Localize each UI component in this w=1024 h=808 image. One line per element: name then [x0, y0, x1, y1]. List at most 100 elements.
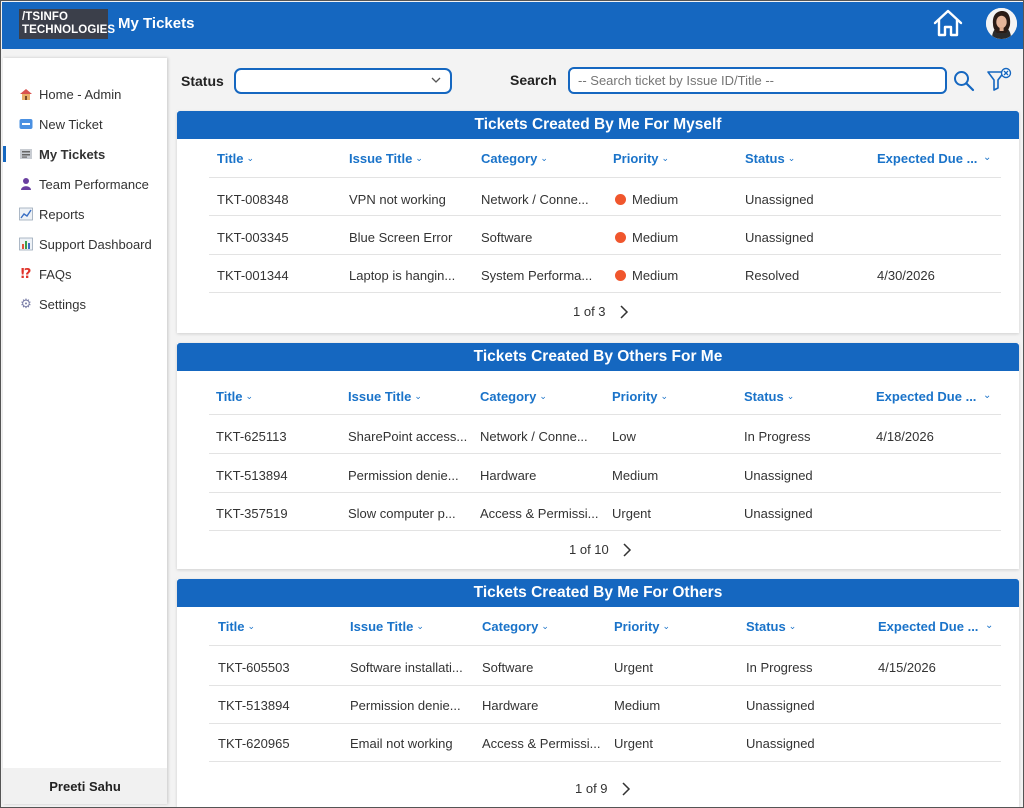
cell-issue: Laptop is hangin... [349, 268, 456, 283]
column-header-category[interactable]: Category ⌄ [480, 389, 547, 404]
chevron-down-icon: ⌄ [541, 621, 549, 631]
team-icon [19, 177, 33, 191]
page-indicator: 1 of 10 [569, 542, 609, 557]
column-label: Category [480, 389, 537, 404]
priority-label: Medium [632, 268, 679, 283]
cell-priority: Medium [614, 698, 661, 713]
house-icon [19, 87, 33, 101]
column-header-title[interactable]: Title ⌄ [217, 151, 254, 166]
sidebar-item-label: FAQs [39, 266, 72, 282]
sidebar-item-support-dashboard[interactable]: Support Dashboard [3, 231, 167, 257]
sidebar-item-faqs[interactable]: ⁉ FAQs [3, 261, 167, 287]
cell-id: TKT-357519 [216, 506, 288, 521]
column-header-expected-due[interactable]: Expected Due ... [878, 619, 978, 634]
home-icon[interactable] [931, 6, 965, 40]
cell-issue: Permission denie... [350, 698, 461, 713]
cell-category: Access & Permissi... [480, 506, 599, 521]
column-header-status[interactable]: Status ⌄ [744, 389, 794, 404]
sidebar-item-label: Home - Admin [39, 86, 122, 102]
clear-filter-icon[interactable] [985, 66, 1013, 94]
column-header-title[interactable]: Title ⌄ [216, 389, 253, 404]
search-input[interactable] [568, 67, 947, 94]
bar-chart-icon [19, 237, 33, 251]
priority-label: Medium [632, 192, 679, 207]
status-dropdown[interactable] [234, 68, 452, 94]
column-header-issue-title[interactable]: Issue Title ⌄ [349, 151, 423, 166]
cell-category: Network / Conne... [480, 429, 588, 444]
sidebar-item-label: Settings [39, 296, 86, 312]
chevron-down-icon: ⌄ [245, 391, 254, 401]
cell-id: TKT-513894 [216, 468, 288, 483]
row-divider [209, 414, 1001, 415]
cell-category: Software [482, 660, 534, 675]
current-user-name: Preeti Sahu [3, 768, 167, 804]
column-header-issue-title[interactable]: Issue Title ⌄ [348, 389, 422, 404]
chevron-down-icon: ⌄ [787, 153, 796, 163]
column-header-priority[interactable]: Priority ⌄ [612, 389, 668, 404]
column-header-status[interactable]: Status ⌄ [745, 151, 795, 166]
gear-icon: ⚙ [20, 296, 32, 311]
sidebar-item-home-admin[interactable]: Home - Admin [3, 81, 167, 107]
column-label: Status [745, 151, 785, 166]
avatar[interactable] [986, 8, 1017, 39]
cell-id: TKT-605503 [218, 660, 290, 675]
search-icon[interactable] [952, 69, 976, 93]
cell-status: Unassigned [746, 736, 815, 751]
chevron-down-icon [431, 77, 441, 83]
question-exclamation-icon: ⁉ [20, 266, 32, 281]
column-header-category[interactable]: Category ⌄ [482, 619, 549, 634]
pagination: 1 of 10 [569, 542, 633, 557]
column-label: Issue Title [349, 151, 413, 166]
column-label: Priority [612, 389, 658, 404]
priority-label: Medium [632, 230, 679, 245]
cell-status: Unassigned [744, 468, 813, 483]
sidebar-item-team-performance[interactable]: Team Performance [3, 171, 167, 197]
sidebar-item-label: Team Performance [39, 176, 149, 192]
sidebar-item-label: My Tickets [39, 146, 106, 162]
cell-priority: Medium [615, 230, 678, 245]
sidebar-item-label: New Ticket [39, 116, 103, 132]
pagination: 1 of 9 [575, 781, 632, 796]
company-logo: /TSINFO TECHNOLOGIES [19, 9, 115, 39]
chevron-right-icon[interactable] [621, 542, 633, 557]
column-header-expected-due[interactable]: Expected Due ... [877, 151, 977, 166]
column-header-priority[interactable]: Priority ⌄ [614, 619, 670, 634]
column-header-category[interactable]: Category ⌄ [481, 151, 548, 166]
column-header-status[interactable]: Status ⌄ [746, 619, 796, 634]
page-title: My Tickets [118, 15, 195, 32]
sidebar-item-new-ticket[interactable]: New Ticket [3, 111, 167, 137]
column-label: Expected Due ... [877, 151, 978, 166]
column-options-icon[interactable]: ⌄ [983, 152, 992, 163]
row-divider [209, 254, 1001, 255]
column-header-issue-title[interactable]: Issue Title ⌄ [350, 619, 424, 634]
chevron-right-icon[interactable] [618, 304, 630, 319]
chevron-right-icon[interactable] [620, 781, 632, 796]
column-header-priority[interactable]: Priority ⌄ [613, 151, 669, 166]
column-header-expected-due[interactable]: Expected Due ... [876, 389, 976, 404]
column-header-title[interactable]: Title ⌄ [218, 619, 255, 634]
sidebar-item-my-tickets[interactable]: My Tickets [3, 141, 167, 167]
column-options-icon[interactable]: ⌄ [985, 620, 994, 631]
cell-due: 4/18/2026 [876, 429, 934, 444]
column-label: Category [481, 151, 538, 166]
column-options-icon[interactable]: ⌄ [983, 390, 992, 401]
chevron-down-icon: ⌄ [661, 153, 670, 163]
cell-issue: Software installati... [350, 660, 463, 675]
chevron-down-icon: ⌄ [246, 153, 255, 163]
chevron-down-icon: ⌄ [540, 153, 548, 163]
row-divider [209, 215, 1001, 216]
cell-category: Hardware [482, 698, 539, 713]
cell-due: 4/15/2026 [878, 660, 936, 675]
cell-priority: Medium [615, 268, 678, 283]
cell-priority: Low [612, 429, 636, 444]
cell-category: Hardware [480, 468, 537, 483]
cell-id: TKT-513894 [218, 698, 290, 713]
sidebar-item-reports[interactable]: Reports [3, 201, 167, 227]
sidebar-item-settings[interactable]: ⚙ Settings [3, 291, 167, 317]
cell-status: Unassigned [744, 506, 813, 521]
chevron-down-icon: ⌄ [788, 621, 797, 631]
chevron-down-icon: ⌄ [416, 621, 424, 631]
section-title: Tickets Created By Me For Myself [177, 111, 1019, 139]
priority-dot-icon [615, 270, 626, 281]
